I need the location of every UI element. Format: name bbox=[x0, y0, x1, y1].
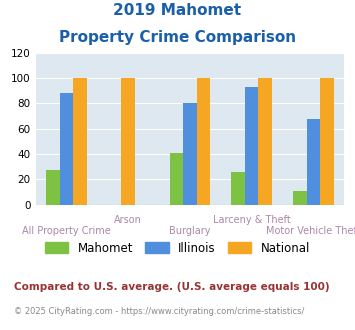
Text: Property Crime Comparison: Property Crime Comparison bbox=[59, 30, 296, 45]
Bar bbox=[258, 78, 272, 205]
Text: Motor Vehicle Theft: Motor Vehicle Theft bbox=[266, 226, 355, 236]
Bar bbox=[73, 78, 87, 205]
Text: Burglary: Burglary bbox=[169, 226, 211, 236]
Text: All Property Crime: All Property Crime bbox=[22, 226, 111, 236]
Text: Larceny & Theft: Larceny & Theft bbox=[213, 215, 291, 225]
Bar bbox=[170, 153, 183, 205]
Text: Arson: Arson bbox=[114, 215, 142, 225]
Bar bbox=[231, 172, 245, 205]
Text: 2019 Mahomet: 2019 Mahomet bbox=[114, 3, 241, 18]
Text: © 2025 CityRating.com - https://www.cityrating.com/crime-statistics/: © 2025 CityRating.com - https://www.city… bbox=[14, 307, 305, 316]
Text: Compared to U.S. average. (U.S. average equals 100): Compared to U.S. average. (U.S. average … bbox=[14, 282, 330, 292]
Bar bbox=[46, 170, 60, 205]
Bar bbox=[320, 78, 334, 205]
Legend: Mahomet, Illinois, National: Mahomet, Illinois, National bbox=[40, 237, 315, 259]
Bar bbox=[121, 78, 135, 205]
Bar bbox=[183, 103, 197, 205]
Bar bbox=[245, 87, 258, 205]
Bar bbox=[307, 118, 320, 205]
Bar bbox=[197, 78, 210, 205]
Bar bbox=[293, 191, 307, 205]
Bar bbox=[60, 93, 73, 205]
